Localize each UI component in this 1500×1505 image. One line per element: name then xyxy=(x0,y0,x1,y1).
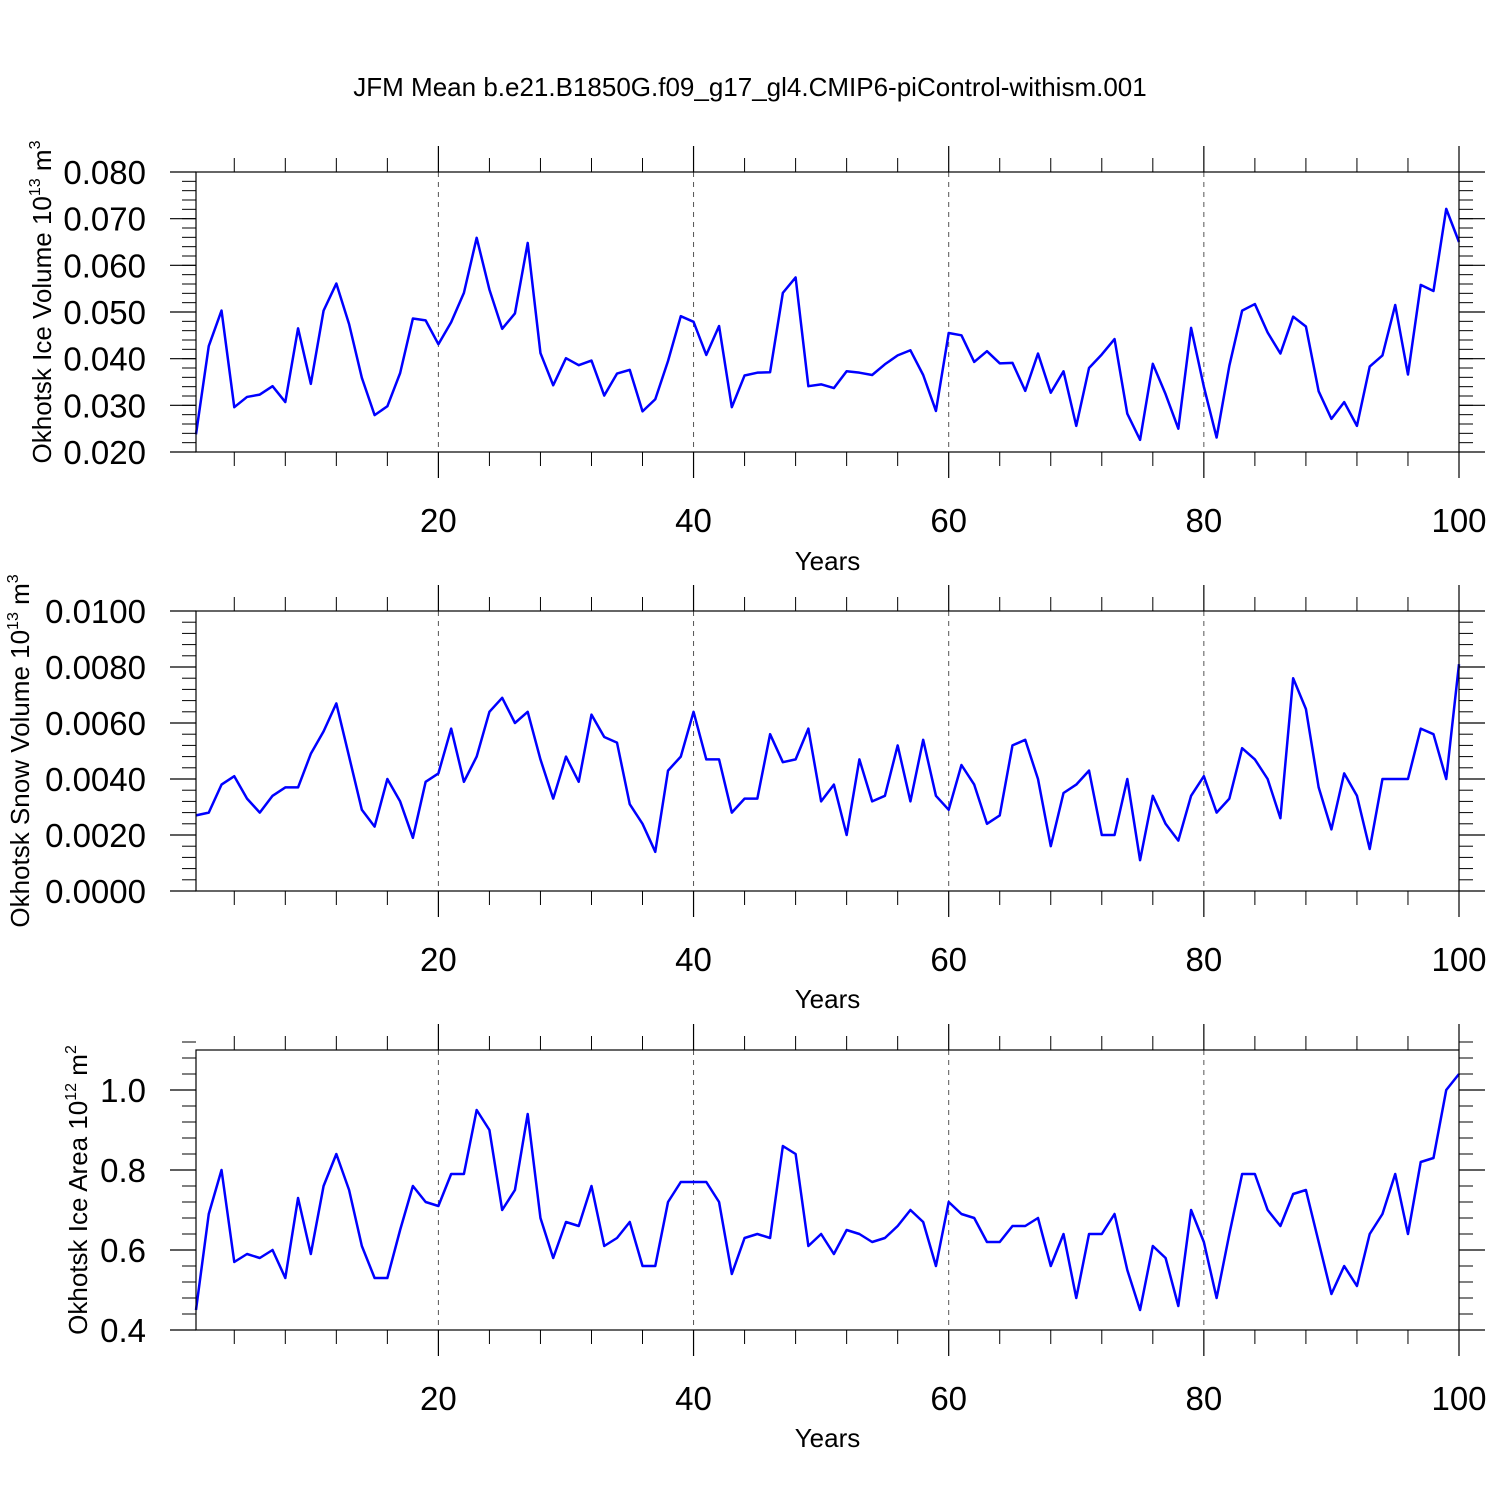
plot-frame xyxy=(195,1049,1460,1331)
y-axis-label-main: Okhotsk Ice Area 10 xyxy=(63,1101,93,1335)
x-tick-label: 20 xyxy=(420,941,457,978)
y-axis-label-exponent: 12 xyxy=(63,1083,80,1101)
x-tick-label: 100 xyxy=(1431,941,1486,978)
x-tick-label: 100 xyxy=(1431,1380,1486,1417)
y-tick-label: 0.0020 xyxy=(45,817,146,854)
y-axis-label-unit: m xyxy=(27,149,57,178)
y-tick-label: 0.0100 xyxy=(45,593,146,630)
plot-frame xyxy=(195,610,1460,892)
panel-ice-area: 0.4 0.6 0.8 1.0 20 40 60 80 100 Years Okhotsk Ice … xyxy=(63,1024,1487,1453)
x-axis-label: Years xyxy=(795,1423,861,1453)
y-axis-label: Okhotsk Ice Volume 1013 m3 xyxy=(27,140,57,463)
y-tick-label: 0.030 xyxy=(63,387,146,424)
x-tick-label: 40 xyxy=(675,941,712,978)
y-axis-label-unit: m xyxy=(5,583,35,612)
series-line-ice-volume xyxy=(194,207,1461,442)
x-tick-label: 40 xyxy=(675,502,712,539)
y-axis-label-unit-exponent: 2 xyxy=(63,1045,80,1054)
series-line-snow-volume xyxy=(195,664,1461,862)
x-tick-label: 20 xyxy=(420,502,457,539)
y-tick-label: 0.0060 xyxy=(45,705,146,742)
x-tick-label: 60 xyxy=(930,502,967,539)
y-tick-label: 0.060 xyxy=(63,247,146,284)
x-tick-label: 40 xyxy=(675,1380,712,1417)
panel-snow-volume: 0.0000 0.0020 0.0040 0.0060 0.0080 0.0100 20 40… xyxy=(5,574,1487,1014)
y-tick-label: 0.050 xyxy=(63,294,146,331)
x-axis-label: Years xyxy=(795,984,861,1014)
x-tick-label: 20 xyxy=(420,1380,457,1417)
y-tick-label: 0.8 xyxy=(100,1152,146,1189)
x-tick-label: 60 xyxy=(930,941,967,978)
chart-title: JFM Mean b.e21.B1850G.f09_g17_gl4.CMIP6-… xyxy=(353,72,1146,102)
y-axis-label-main: Okhotsk Ice Volume 10 xyxy=(27,196,57,463)
x-tick-label: 100 xyxy=(1431,502,1486,539)
plot-frame xyxy=(195,171,1460,453)
y-axis-label-unit-exponent: 3 xyxy=(5,574,22,583)
series-line-ice-area xyxy=(194,1073,1460,1312)
y-tick-label: 1.0 xyxy=(100,1072,146,1109)
y-tick-label: 0.4 xyxy=(100,1312,146,1349)
x-tick-label: 80 xyxy=(1185,941,1222,978)
x-tick-label: 60 xyxy=(930,1380,967,1417)
y-tick-label: 0.6 xyxy=(100,1232,146,1269)
y-axis-label-unit: m xyxy=(63,1054,93,1083)
y-tick-label: 0.0000 xyxy=(45,873,146,910)
x-axis-label: Years xyxy=(795,546,861,576)
y-tick-label: 0.070 xyxy=(63,201,146,238)
y-tick-label: 0.0040 xyxy=(45,761,146,798)
y-axis-label-unit-exponent: 3 xyxy=(27,140,44,149)
x-tick-label: 80 xyxy=(1185,1380,1222,1417)
y-axis-label-main: Okhotsk Snow Volume 10 xyxy=(5,630,35,928)
x-tick-label: 80 xyxy=(1185,502,1222,539)
panel-ice-volume: 0.020 0.030 0.040 0.050 0.060 0.070 0.080 20 40 6… xyxy=(27,140,1487,576)
y-axis-label: Okhotsk Snow Volume 1013 m3 xyxy=(5,574,35,927)
y-tick-label: 0.020 xyxy=(63,434,146,471)
y-axis-label: Okhotsk Ice Area 1012 m2 xyxy=(63,1045,93,1335)
y-tick-label: 0.0080 xyxy=(45,649,146,686)
y-axis-label-exponent: 13 xyxy=(5,612,22,630)
y-tick-label: 0.080 xyxy=(63,154,146,191)
y-tick-label: 0.040 xyxy=(63,341,146,378)
y-axis-label-exponent: 13 xyxy=(27,178,44,196)
